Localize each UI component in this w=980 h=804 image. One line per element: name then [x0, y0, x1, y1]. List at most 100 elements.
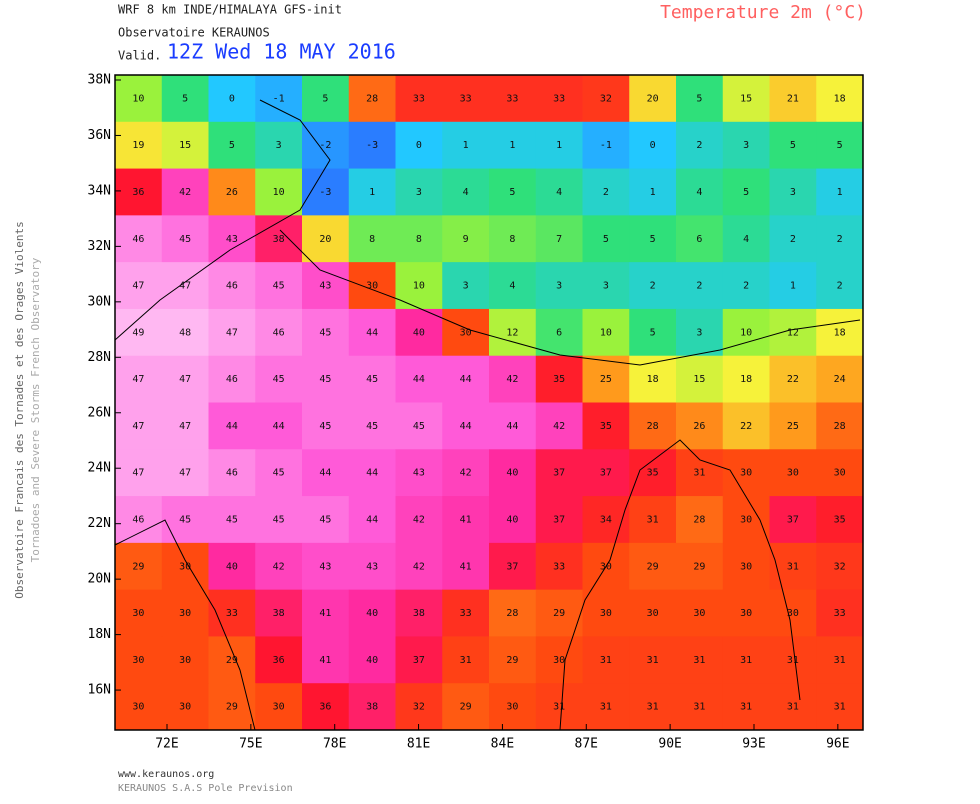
temperature-value: 41 — [460, 561, 472, 572]
temperature-value: 35 — [600, 421, 612, 432]
temperature-value: 12 — [506, 327, 518, 338]
temperature-cell — [115, 215, 163, 263]
temperature-cell — [722, 683, 770, 731]
temperature-value: 42 — [179, 187, 191, 198]
temperature-cell — [255, 355, 303, 403]
temperature-value: 4 — [556, 187, 562, 198]
header-line: WRF 8 km INDE/HIMALAYA GFS-init — [118, 3, 342, 17]
temperature-cell — [629, 496, 677, 544]
temperature-value: 45 — [226, 514, 238, 525]
temperature-cell — [816, 75, 864, 123]
temperature-value: 40 — [413, 327, 425, 338]
temperature-value: 28 — [693, 514, 705, 525]
temperature-cell — [629, 636, 677, 684]
temperature-value: 4 — [463, 187, 469, 198]
temperature-value: 44 — [226, 421, 238, 432]
temperature-value: 45 — [273, 468, 285, 479]
temperature-value: 10 — [600, 327, 612, 338]
temperature-cell — [489, 496, 537, 544]
temperature-value: 42 — [460, 468, 472, 479]
temperature-value: 30 — [132, 608, 144, 619]
temperature-value: 30 — [506, 702, 518, 713]
temperature-cell — [442, 121, 490, 170]
temperature-cell — [255, 589, 303, 637]
temperature-value: 30 — [179, 608, 191, 619]
temperature-value: 30 — [179, 702, 191, 713]
temperature-value: 43 — [226, 234, 238, 245]
temperature-cell — [302, 308, 350, 357]
footer-text: www.keraunos.org — [118, 769, 214, 780]
temperature-cell — [816, 589, 864, 637]
temperature-cell — [161, 683, 209, 731]
temperature-value: 15 — [740, 93, 752, 104]
border — [279, 229, 861, 366]
temperature-cell — [302, 589, 350, 637]
temperature-value: 33 — [460, 93, 472, 104]
x-tick-label: 81E — [407, 737, 430, 752]
temperature-cell — [348, 542, 396, 591]
temperature-cell — [535, 308, 583, 357]
temperature-value: 25 — [787, 421, 799, 432]
temperature-value: 30 — [600, 608, 612, 619]
temperature-value: 4 — [743, 234, 749, 245]
temperature-cell — [676, 636, 724, 684]
temperature-cell — [348, 215, 396, 263]
temperature-value: 3 — [743, 140, 749, 151]
temperature-cell — [208, 449, 256, 497]
temperature-value: 30 — [740, 561, 752, 572]
temperature-cell — [489, 402, 537, 450]
temperature-cell — [395, 636, 443, 684]
temperature-value: 30 — [179, 561, 191, 572]
temperature-value: 6 — [696, 234, 702, 245]
header-line: Observatoire KERAUNOS — [118, 26, 270, 40]
temperature-cell — [676, 121, 724, 170]
temperature-cell — [442, 355, 490, 403]
temperature-value: 33 — [460, 608, 472, 619]
temperature-cell — [769, 215, 817, 263]
temperature-value: 6 — [556, 327, 562, 338]
temperature-cell — [535, 355, 583, 403]
temperature-value: 33 — [834, 608, 846, 619]
temperature-cell — [442, 683, 490, 731]
temperature-value: 25 — [600, 374, 612, 385]
temperature-value: 5 — [509, 187, 515, 198]
temperature-value: 47 — [132, 468, 144, 479]
temperature-cell — [161, 215, 209, 263]
temperature-cell — [302, 355, 350, 403]
temperature-cell — [489, 262, 537, 310]
temperature-cell — [535, 496, 583, 544]
temperature-cell — [816, 355, 864, 403]
temperature-cell — [442, 636, 490, 684]
temperature-cell — [208, 683, 256, 731]
temperature-cell — [395, 121, 443, 170]
temperature-cell — [722, 636, 770, 684]
temperature-value: 35 — [647, 468, 659, 479]
x-tick-label: 96E — [826, 737, 849, 752]
temperature-value: -3 — [366, 140, 378, 151]
temperature-value: 33 — [506, 93, 518, 104]
temperature-cell — [115, 496, 163, 544]
temperature-cell — [395, 355, 443, 403]
temperature-value: 2 — [603, 187, 609, 198]
temperature-cell — [816, 262, 864, 310]
temperature-cell — [816, 636, 864, 684]
temperature-value: 2 — [696, 140, 702, 151]
temperature-cell — [722, 121, 770, 170]
temperature-value: 30 — [273, 702, 285, 713]
temperature-value: 46 — [226, 281, 238, 292]
temperature-cell — [676, 75, 724, 123]
temperature-value: 47 — [179, 374, 191, 385]
temperature-cell — [255, 308, 303, 357]
temperature-value: 40 — [506, 514, 518, 525]
temperature-value: 18 — [834, 327, 846, 338]
temperature-cell — [115, 355, 163, 403]
temperature-value: 35 — [834, 514, 846, 525]
temperature-cell — [115, 683, 163, 731]
temperature-value: 5 — [743, 187, 749, 198]
temperature-value: 45 — [366, 421, 378, 432]
temperature-value: 10 — [132, 93, 144, 104]
temperature-value: 44 — [366, 468, 378, 479]
temperature-cell — [442, 75, 490, 123]
temperature-value: 37 — [787, 514, 799, 525]
temperature-value: 45 — [366, 374, 378, 385]
